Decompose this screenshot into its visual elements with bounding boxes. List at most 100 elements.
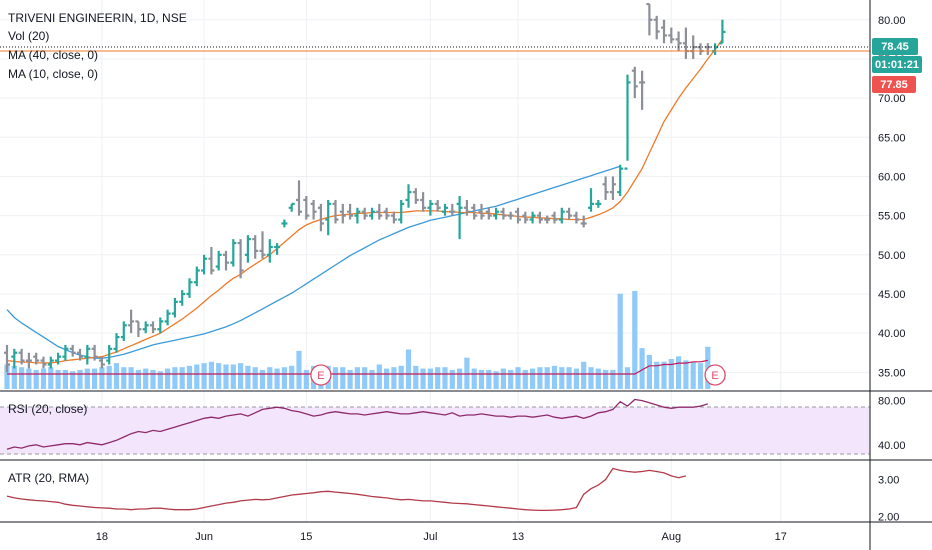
ohlc-bar[interactable] xyxy=(193,266,200,287)
ohlc-bar[interactable] xyxy=(529,211,536,224)
ohlc-bar[interactable] xyxy=(558,207,565,224)
ohlc-bar[interactable] xyxy=(507,211,514,220)
ohlc-bar[interactable] xyxy=(171,297,178,318)
ohlc-bar[interactable] xyxy=(427,199,434,216)
ohlc-bar[interactable] xyxy=(113,333,120,353)
ohlc-bar[interactable] xyxy=(84,344,91,365)
ohlc-bar[interactable] xyxy=(62,344,69,361)
ohlc-bar[interactable] xyxy=(405,184,412,208)
ohlc-bar[interactable] xyxy=(317,203,324,232)
legend-vol[interactable]: Vol (20) xyxy=(8,29,49,43)
ohlc-bar[interactable] xyxy=(493,207,500,220)
ohlc-bar[interactable] xyxy=(551,211,558,224)
ohlc-bar[interactable] xyxy=(208,246,215,275)
ohlc-bar[interactable] xyxy=(631,66,638,99)
ohlc-bar[interactable] xyxy=(719,19,726,45)
ohlc-bar[interactable] xyxy=(303,196,310,220)
ohlc-bar[interactable] xyxy=(252,235,259,259)
ohlc-bar[interactable] xyxy=(588,188,594,212)
ohlc-bar[interactable] xyxy=(164,309,171,326)
ohlc-bar[interactable] xyxy=(4,344,10,373)
ohlc-bar[interactable] xyxy=(668,27,675,44)
ohlc-bar[interactable] xyxy=(201,254,208,275)
ohlc-bar[interactable] xyxy=(25,352,32,369)
ohlc-bar[interactable] xyxy=(354,207,361,224)
ohlc-bar[interactable] xyxy=(478,203,485,220)
ohlc-bar[interactable] xyxy=(434,199,441,212)
ohlc-bar[interactable] xyxy=(98,356,105,369)
ohlc-bar[interactable] xyxy=(500,207,507,220)
legend-ma40[interactable]: MA (40, close, 0) xyxy=(8,48,98,62)
ohlc-bar[interactable] xyxy=(55,352,62,365)
ohlc-bar[interactable] xyxy=(675,31,682,52)
ohlc-bar[interactable] xyxy=(274,243,281,255)
ohlc-bar[interactable] xyxy=(580,215,587,228)
price-bars[interactable] xyxy=(4,2,726,373)
ohlc-bar[interactable] xyxy=(91,344,98,361)
ohlc-bar[interactable] xyxy=(106,344,113,365)
ohlc-bar[interactable] xyxy=(544,215,551,224)
legend-ma10[interactable]: MA (10, close, 0) xyxy=(8,67,98,81)
ohlc-bar[interactable] xyxy=(237,239,244,279)
ohlc-bar[interactable] xyxy=(47,356,54,369)
ohlc-bar[interactable] xyxy=(347,203,354,220)
ohlc-bar[interactable] xyxy=(609,176,616,200)
ohlc-bar[interactable] xyxy=(244,235,251,263)
ohlc-bar[interactable] xyxy=(150,321,156,334)
ohlc-bar[interactable] xyxy=(281,219,288,228)
ohlc-bar[interactable] xyxy=(573,211,580,224)
ohlc-bar[interactable] xyxy=(157,317,164,334)
time-axis[interactable]: 18 Jun 15 Jul 13 Aug 17 xyxy=(96,531,787,543)
ohlc-bar[interactable] xyxy=(296,180,302,216)
atr-legend[interactable]: ATR (20, RMA) xyxy=(8,471,89,485)
ohlc-bar[interactable] xyxy=(259,231,266,259)
ohlc-bar[interactable] xyxy=(120,321,127,341)
ohlc-bar[interactable] xyxy=(40,356,47,369)
ohlc-bar[interactable] xyxy=(383,207,390,220)
ohlc-bar[interactable] xyxy=(230,239,237,267)
ohlc-bar[interactable] xyxy=(69,344,76,357)
rsi-legend[interactable]: RSI (20, close) xyxy=(8,402,87,416)
ohlc-bar[interactable] xyxy=(463,199,470,216)
ohlc-bar[interactable] xyxy=(398,199,405,224)
ohlc-bar[interactable] xyxy=(223,250,229,271)
ohlc-bar[interactable] xyxy=(515,207,521,224)
ohlc-bar[interactable] xyxy=(646,2,653,36)
ohlc-bar[interactable] xyxy=(617,164,624,197)
ohlc-bar[interactable] xyxy=(442,203,448,216)
ohlc-bar[interactable] xyxy=(456,196,463,240)
ohlc-bar[interactable] xyxy=(624,74,631,170)
ohlc-bar[interactable] xyxy=(412,188,419,204)
ohlc-bar[interactable] xyxy=(653,15,660,40)
ohlc-bar[interactable] xyxy=(661,19,667,44)
ohlc-bar[interactable] xyxy=(420,192,427,212)
ohlc-bar[interactable] xyxy=(135,320,142,338)
ohlc-bar[interactable] xyxy=(33,352,40,365)
ohlc-bar[interactable] xyxy=(266,239,273,263)
rsi-axis[interactable]: 80.00 40.00 xyxy=(878,396,906,452)
ohlc-bar[interactable] xyxy=(361,207,368,220)
earnings-marker[interactable]: E xyxy=(310,364,332,386)
ohlc-bar[interactable] xyxy=(215,250,222,271)
ohlc-bar[interactable] xyxy=(18,348,25,365)
ohlc-bar[interactable] xyxy=(536,211,543,224)
ohlc-bar[interactable] xyxy=(522,211,529,224)
ohlc-bar[interactable] xyxy=(449,203,456,216)
ohlc-bar[interactable] xyxy=(339,203,346,224)
price-axis[interactable]: 80.0075.0070.0065.0060.0055.0050.0045.00… xyxy=(878,15,906,380)
ohlc-bar[interactable] xyxy=(376,203,383,220)
ohlc-bar[interactable] xyxy=(310,199,317,220)
ohlc-bar[interactable] xyxy=(390,211,397,224)
ohlc-bar[interactable] xyxy=(179,290,186,306)
ohlc-bar[interactable] xyxy=(325,199,332,236)
ohlc-bar[interactable] xyxy=(602,176,609,200)
ohlc-bar[interactable] xyxy=(142,321,149,334)
earnings-marker[interactable]: E xyxy=(704,364,726,386)
chart-title[interactable]: TRIVENI ENGINEERIN, 1D, NSE xyxy=(8,11,187,25)
ohlc-bar[interactable] xyxy=(288,202,295,212)
ohlc-bar[interactable] xyxy=(485,207,492,220)
ohlc-bar[interactable] xyxy=(639,70,646,110)
ohlc-bar[interactable] xyxy=(332,199,339,224)
